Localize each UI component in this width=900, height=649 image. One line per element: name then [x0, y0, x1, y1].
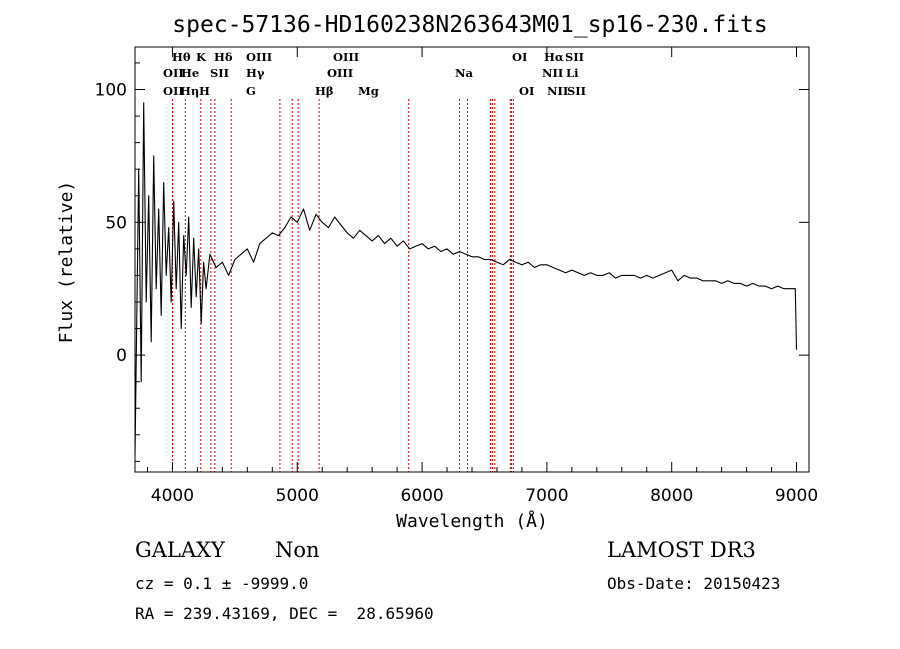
object-subclass: Non	[275, 538, 320, 562]
line-label-h-eta: Hη	[180, 84, 199, 98]
y-axis: 0 50 100	[95, 62, 809, 462]
line-label-h-alpha: Hα	[544, 50, 564, 64]
line-label-h-theta: Hθ	[172, 50, 191, 64]
line-label-oiii-top-2: OIII	[333, 50, 359, 64]
x-tick-label: 6000	[400, 486, 443, 506]
plot-frame	[134, 46, 810, 473]
line-label-k: K	[196, 50, 207, 64]
redshift-cz: cz = 0.1 ± -9999.0	[135, 574, 309, 593]
line-label-h-beta: Hβ	[315, 84, 334, 98]
x-tick-label: 8000	[650, 486, 693, 506]
x-tick-label: 9000	[775, 486, 818, 506]
y-tick-label: 0	[116, 346, 127, 366]
x-tick-label: 5000	[276, 486, 319, 506]
line-labels-bottom: OII Hη H G Hβ Mg OI NII SII	[163, 84, 586, 98]
line-label-oii-bot: OII	[163, 84, 184, 98]
line-label-g: G	[246, 84, 256, 98]
spectrum-series-line	[134, 102, 798, 457]
line-label-li: Li	[566, 66, 579, 80]
line-label-nii-bot: NII	[547, 84, 568, 98]
line-label-h-gamma: Hγ	[246, 66, 265, 80]
line-label-nii-mid: NII	[542, 66, 563, 80]
line-label-he-mid: He	[181, 66, 199, 80]
line-label-sii-top: SII	[565, 50, 584, 64]
object-type: GALAXY	[135, 538, 225, 562]
y-tick-label: 100	[95, 81, 127, 101]
y-tick-label: 50	[105, 213, 127, 233]
x-axis: 4000 5000 6000 7000 8000 9000	[146, 47, 818, 506]
x-tick-label: 7000	[525, 486, 568, 506]
x-tick-label: 4000	[151, 486, 194, 506]
chart-title: spec-57136-HD160238N263643M01_sp16-230.f…	[172, 12, 767, 38]
line-label-oi-top: OI	[512, 50, 527, 64]
line-label-sii-mid: SII	[210, 66, 229, 80]
line-label-h-delta: Hδ	[214, 50, 233, 64]
x-axis-label: Wavelength (Å)	[396, 510, 548, 532]
y-axis-label: Flux (relative)	[56, 181, 77, 344]
line-label-oiii-top-1: OIII	[246, 50, 272, 64]
line-label-oiii-mid: OIII	[327, 66, 353, 80]
line-label-sii-bot: SII	[567, 84, 586, 98]
line-labels-top: Hθ K Hδ OIII OIII OI Hα SII	[172, 50, 584, 64]
line-label-na: Na	[455, 66, 474, 80]
line-label-mg: Mg	[358, 84, 379, 98]
line-label-oii-mid: OII	[163, 66, 184, 80]
line-label-h-bot: H	[199, 84, 210, 98]
line-label-oi-bot: OI	[519, 84, 534, 98]
line-labels-middle: OII He SII Hγ OIII Na NII Li	[163, 66, 579, 80]
survey-name: LAMOST DR3	[607, 538, 756, 562]
observation-date: Obs-Date: 20150423	[607, 574, 781, 593]
emission-line-markers	[171, 99, 514, 472]
sky-coordinates: RA = 239.43169, DEC = 28.65960	[135, 604, 434, 623]
